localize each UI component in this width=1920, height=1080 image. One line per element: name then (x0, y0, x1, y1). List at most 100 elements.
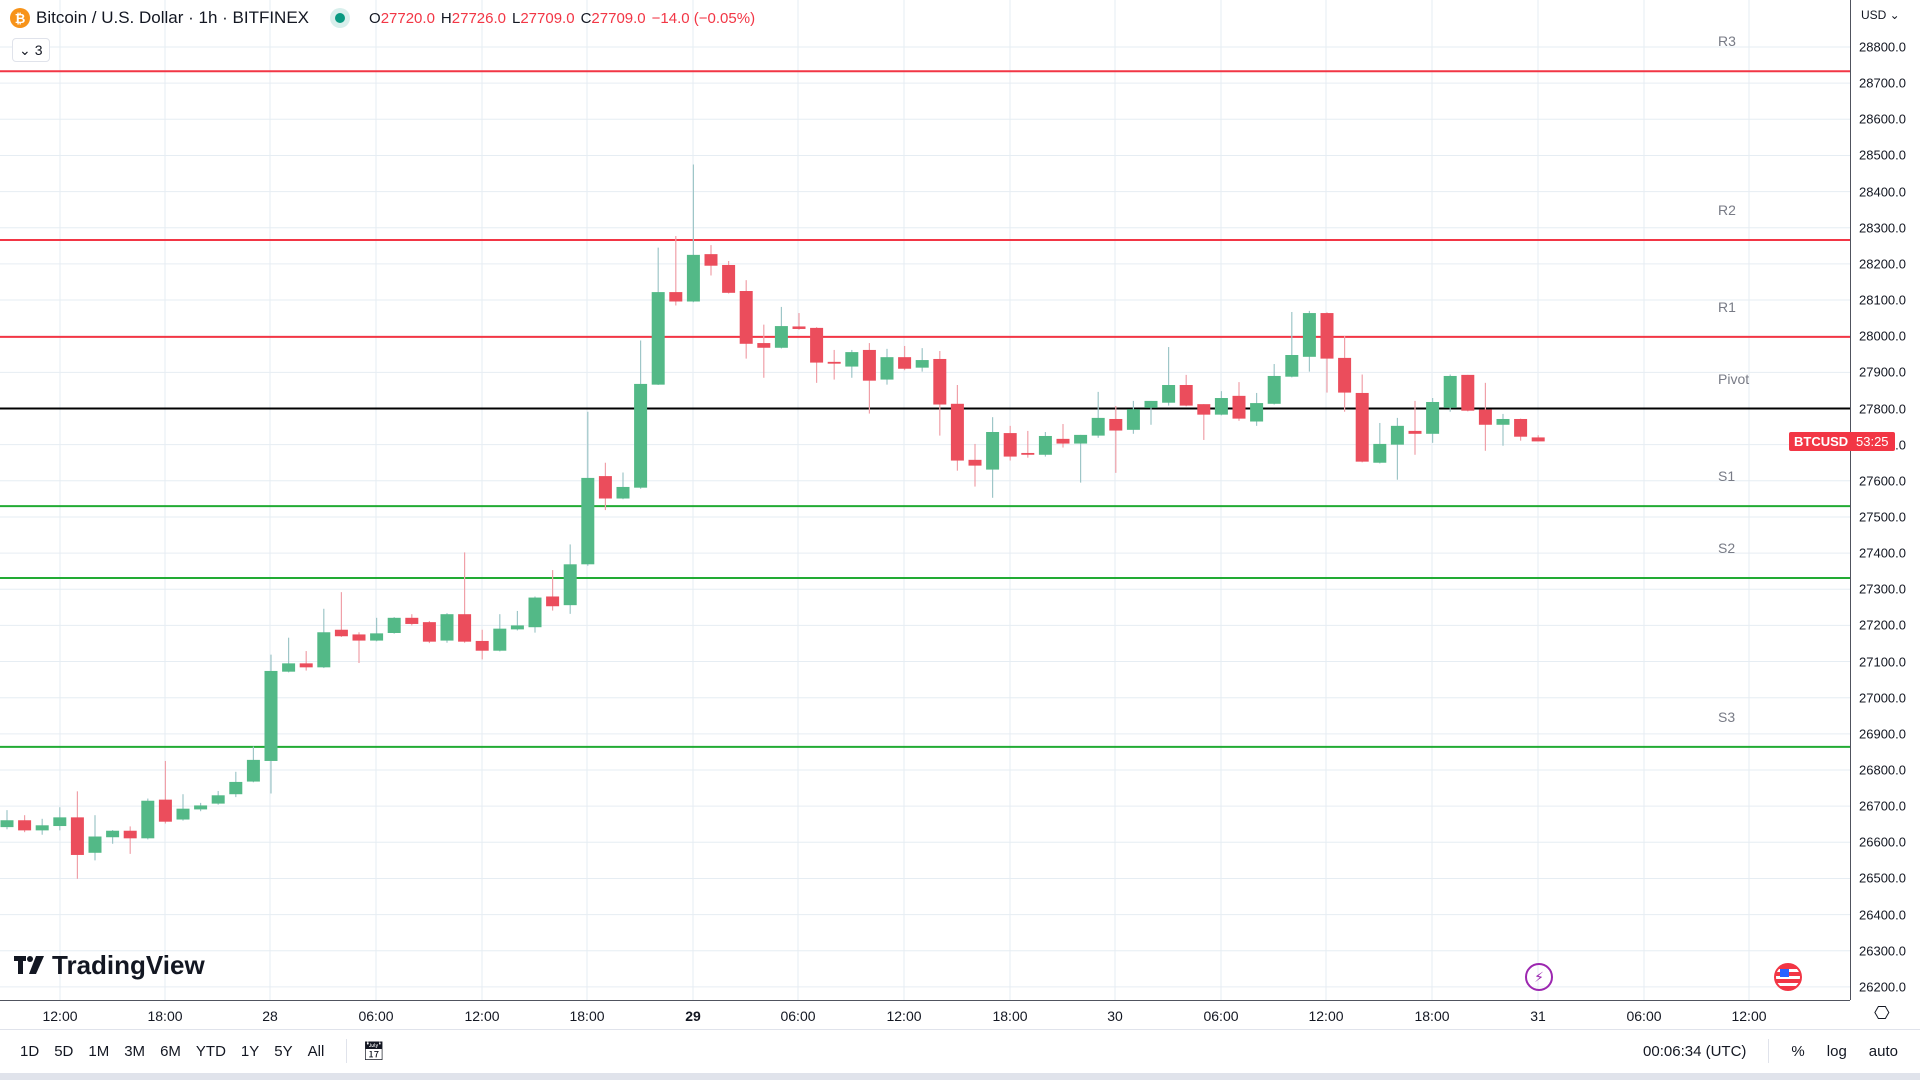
currency-selector[interactable]: USD ⌄ (1861, 8, 1900, 22)
candle[interactable] (774, 326, 788, 348)
candle[interactable] (880, 357, 894, 380)
chart-settings-gear-icon[interactable]: ⎔ (1874, 1003, 1890, 1023)
candle[interactable] (387, 617, 401, 633)
candle[interactable] (334, 629, 348, 637)
candle[interactable] (246, 759, 260, 782)
chart-area[interactable] (0, 0, 1850, 1000)
clock-timezone[interactable]: 00:06:34 (UTC) (1643, 1042, 1747, 1060)
candle[interactable] (352, 634, 366, 641)
candle[interactable] (1320, 313, 1334, 359)
candle[interactable] (1250, 403, 1264, 422)
candle[interactable] (141, 800, 155, 839)
candle[interactable] (898, 357, 912, 369)
candle[interactable] (528, 597, 542, 628)
log-scale-toggle[interactable]: log (1826, 1042, 1847, 1060)
candle[interactable] (563, 564, 577, 606)
symbol-title[interactable]: Bitcoin / U.S. Dollar · 1h · BITFINEX (36, 8, 310, 27)
candle[interactable] (862, 349, 876, 381)
candle[interactable] (211, 795, 225, 804)
candle[interactable] (106, 830, 120, 838)
candle[interactable] (757, 343, 771, 348)
candle[interactable] (229, 781, 243, 795)
range-button-all[interactable]: All (307, 1042, 325, 1060)
candle[interactable] (634, 383, 648, 488)
candle[interactable] (1443, 375, 1457, 408)
candle[interactable] (1091, 417, 1105, 436)
candle[interactable] (370, 633, 384, 641)
candle[interactable] (739, 291, 753, 344)
candle[interactable] (282, 663, 296, 672)
range-button-3m[interactable]: 3M (124, 1042, 146, 1060)
candle[interactable] (686, 254, 700, 302)
candle[interactable] (581, 477, 595, 565)
candle[interactable] (475, 640, 489, 651)
candle[interactable] (1355, 392, 1369, 462)
candle[interactable] (950, 403, 964, 461)
range-button-ytd[interactable]: YTD (195, 1042, 226, 1060)
candle[interactable] (792, 326, 806, 329)
range-button-6m[interactable]: 6M (160, 1042, 181, 1060)
go-to-date-calendar-icon[interactable]: 📅︎ (362, 1040, 386, 1061)
range-button-1y[interactable]: 1Y (240, 1042, 260, 1060)
candle[interactable] (18, 820, 32, 831)
candle[interactable] (0, 820, 14, 828)
candle[interactable] (405, 617, 419, 624)
candle[interactable] (968, 459, 982, 466)
candle[interactable] (317, 632, 331, 668)
candle[interactable] (158, 799, 172, 822)
candle[interactable] (722, 264, 736, 293)
candle[interactable] (70, 817, 84, 855)
candle[interactable] (1285, 354, 1299, 377)
time-axis[interactable]: 12:00 18:00 28 06:00 12:00 18:00 29 06:00 12:00 1… (0, 1000, 1850, 1029)
candle[interactable] (1038, 435, 1052, 455)
candle[interactable] (1021, 452, 1035, 455)
candle[interactable] (123, 830, 137, 839)
candle[interactable] (1408, 430, 1422, 434)
candle[interactable] (176, 808, 190, 820)
candle[interactable] (1461, 374, 1475, 411)
candle[interactable] (440, 614, 454, 641)
market-status-dot-icon[interactable] (335, 13, 346, 23)
candle[interactable] (458, 614, 472, 642)
candle[interactable] (264, 670, 278, 761)
candle[interactable] (1302, 313, 1316, 357)
candle[interactable] (1373, 443, 1387, 463)
candle[interactable] (1267, 375, 1281, 404)
candle[interactable] (299, 663, 313, 668)
candle[interactable] (704, 254, 718, 266)
candlestick-plot[interactable] (0, 0, 1850, 1000)
candle[interactable] (933, 358, 947, 405)
candle[interactable] (88, 836, 102, 853)
candle[interactable] (598, 476, 612, 499)
candle[interactable] (669, 292, 683, 302)
candle[interactable] (1126, 409, 1140, 430)
candle[interactable] (1390, 425, 1404, 445)
candle[interactable] (35, 825, 49, 831)
candle[interactable] (1144, 400, 1158, 408)
candle[interactable] (845, 352, 859, 367)
tradingview-logo[interactable]: TradingView (14, 950, 205, 981)
candle[interactable] (1056, 438, 1070, 444)
candle[interactable] (986, 431, 1000, 470)
candle[interactable] (827, 361, 841, 364)
candle[interactable] (493, 628, 507, 651)
candle[interactable] (1496, 418, 1510, 425)
candle[interactable] (510, 625, 524, 630)
candle[interactable] (53, 817, 67, 827)
candle[interactable] (1426, 401, 1440, 434)
candle[interactable] (1214, 398, 1228, 415)
candle[interactable] (1179, 385, 1193, 406)
range-button-5y[interactable]: 5Y (274, 1042, 293, 1060)
candle[interactable] (194, 805, 208, 810)
candle[interactable] (616, 486, 630, 499)
candle[interactable] (1197, 404, 1211, 415)
candle[interactable] (422, 622, 436, 642)
candle[interactable] (1074, 434, 1088, 444)
event-lightning-icon[interactable]: ⚡ (1525, 963, 1553, 991)
percent-scale-toggle[interactable]: % (1791, 1042, 1805, 1060)
candle[interactable] (1338, 357, 1352, 393)
candle[interactable] (1003, 433, 1017, 457)
us-economic-event-flag-icon[interactable] (1774, 963, 1802, 991)
price-axis[interactable]: USD ⌄ 28800.0 28700.0 28600.0 28500.0 28400.… (1850, 0, 1920, 1000)
candle[interactable] (1514, 418, 1528, 437)
